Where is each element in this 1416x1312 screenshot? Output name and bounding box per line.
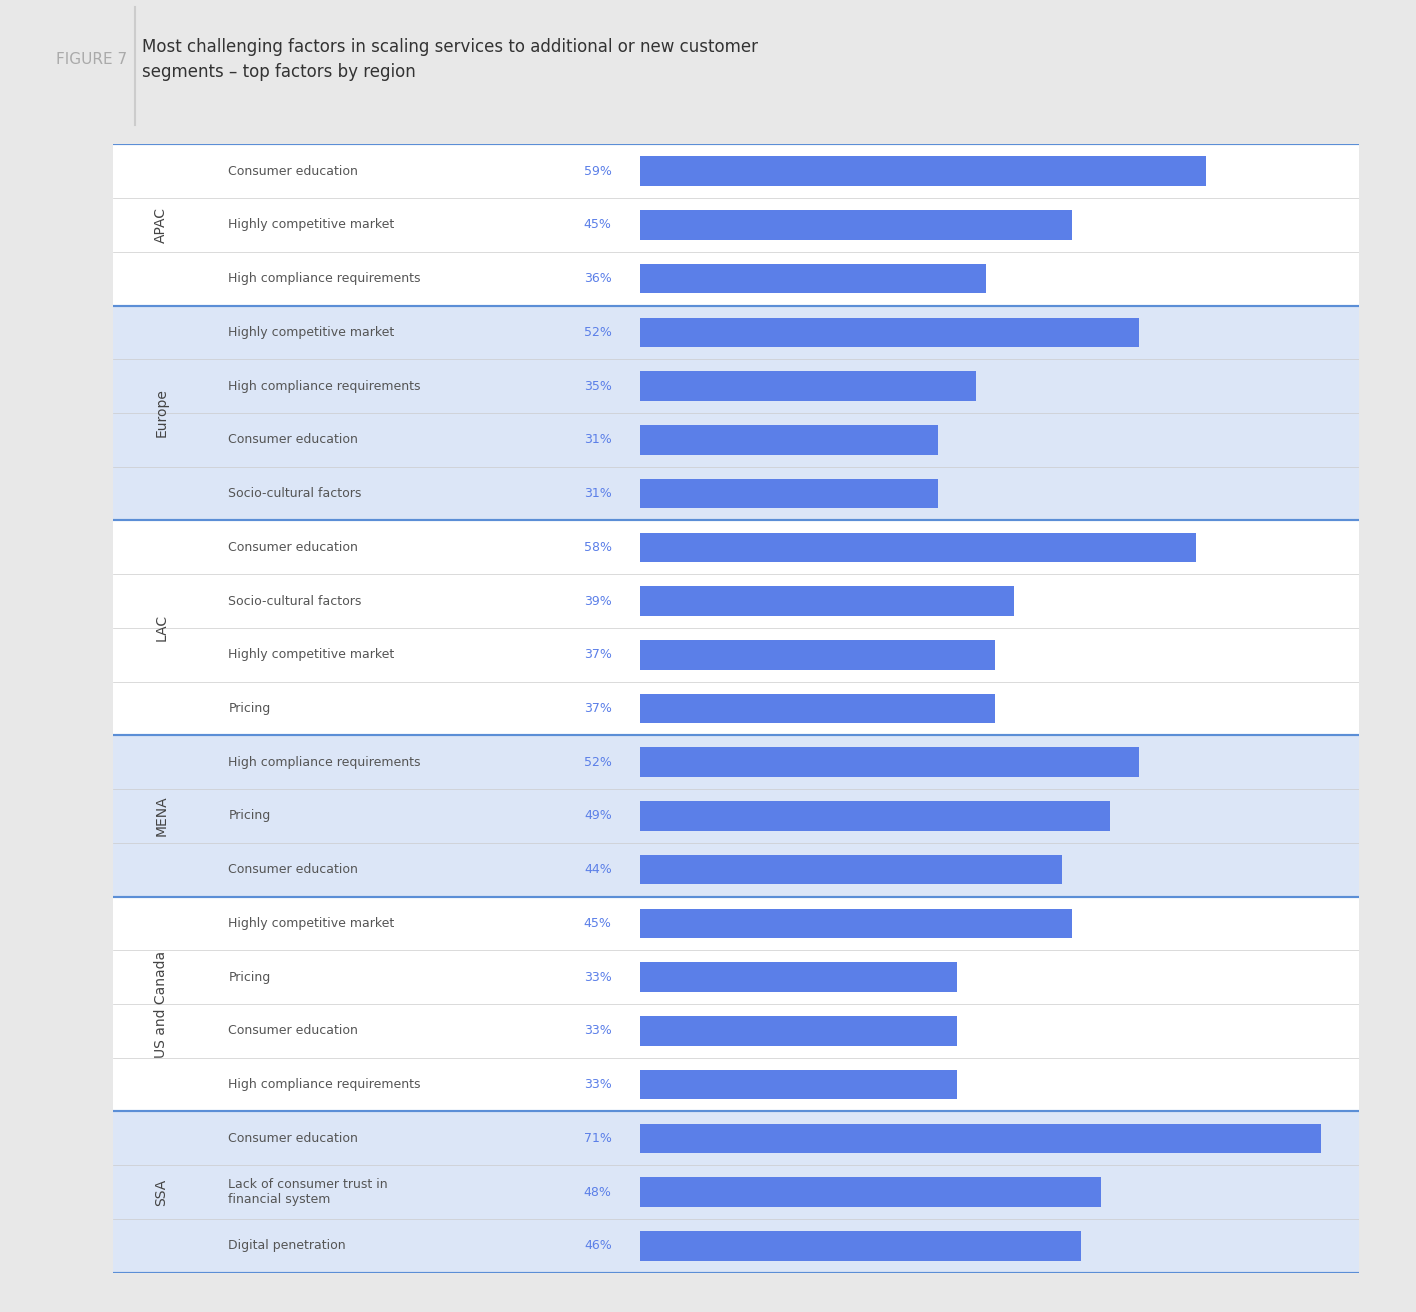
- Text: 44%: 44%: [583, 863, 612, 876]
- FancyBboxPatch shape: [640, 318, 1138, 348]
- Text: Highly competitive market: Highly competitive market: [228, 917, 395, 930]
- FancyBboxPatch shape: [113, 198, 1359, 252]
- Text: 49%: 49%: [583, 810, 612, 823]
- FancyBboxPatch shape: [640, 855, 1062, 884]
- Text: Consumer education: Consumer education: [228, 165, 358, 177]
- FancyBboxPatch shape: [640, 1177, 1100, 1207]
- FancyBboxPatch shape: [113, 1111, 1359, 1165]
- FancyBboxPatch shape: [113, 413, 1359, 467]
- Text: Pricing: Pricing: [228, 971, 270, 984]
- FancyBboxPatch shape: [640, 694, 995, 723]
- Text: LAC: LAC: [154, 614, 169, 642]
- FancyBboxPatch shape: [640, 1231, 1082, 1261]
- FancyBboxPatch shape: [113, 144, 1359, 198]
- FancyBboxPatch shape: [113, 682, 1359, 735]
- Text: 37%: 37%: [583, 648, 612, 661]
- Text: 36%: 36%: [583, 272, 612, 285]
- Text: SSA: SSA: [154, 1178, 169, 1206]
- FancyBboxPatch shape: [113, 252, 1359, 306]
- FancyBboxPatch shape: [640, 371, 976, 401]
- Text: 71%: 71%: [583, 1132, 612, 1145]
- Text: 35%: 35%: [583, 379, 612, 392]
- Text: High compliance requirements: High compliance requirements: [228, 272, 421, 285]
- Text: Digital penetration: Digital penetration: [228, 1240, 346, 1252]
- Text: 48%: 48%: [583, 1186, 612, 1199]
- FancyBboxPatch shape: [640, 479, 937, 508]
- FancyBboxPatch shape: [113, 521, 1359, 575]
- Text: Highly competitive market: Highly competitive market: [228, 648, 395, 661]
- FancyBboxPatch shape: [113, 306, 1359, 359]
- Text: MENA: MENA: [154, 795, 169, 836]
- Text: Pricing: Pricing: [228, 702, 270, 715]
- FancyBboxPatch shape: [640, 586, 1014, 615]
- Text: Europe: Europe: [154, 388, 169, 437]
- FancyBboxPatch shape: [640, 963, 957, 992]
- Text: Consumer education: Consumer education: [228, 863, 358, 876]
- Text: 45%: 45%: [583, 218, 612, 231]
- Text: Most challenging factors in scaling services to additional or new customer
segme: Most challenging factors in scaling serv…: [142, 38, 758, 80]
- Text: High compliance requirements: High compliance requirements: [228, 379, 421, 392]
- Text: Socio-cultural factors: Socio-cultural factors: [228, 594, 361, 607]
- FancyBboxPatch shape: [113, 1219, 1359, 1273]
- FancyBboxPatch shape: [640, 640, 995, 669]
- FancyBboxPatch shape: [640, 748, 1138, 777]
- Text: High compliance requirements: High compliance requirements: [228, 756, 421, 769]
- Text: Lack of consumer trust in
financial system: Lack of consumer trust in financial syst…: [228, 1178, 388, 1206]
- FancyBboxPatch shape: [113, 1165, 1359, 1219]
- FancyBboxPatch shape: [640, 156, 1206, 186]
- Text: 31%: 31%: [583, 433, 612, 446]
- FancyBboxPatch shape: [113, 359, 1359, 413]
- Text: 31%: 31%: [583, 487, 612, 500]
- FancyBboxPatch shape: [113, 628, 1359, 682]
- Text: APAC: APAC: [154, 207, 169, 243]
- Text: Highly competitive market: Highly competitive market: [228, 218, 395, 231]
- Text: 52%: 52%: [583, 325, 612, 338]
- Text: 59%: 59%: [583, 165, 612, 177]
- Text: 33%: 33%: [583, 1078, 612, 1092]
- FancyBboxPatch shape: [113, 789, 1359, 842]
- FancyBboxPatch shape: [113, 735, 1359, 789]
- Text: 39%: 39%: [583, 594, 612, 607]
- FancyBboxPatch shape: [640, 1069, 957, 1099]
- Text: Highly competitive market: Highly competitive market: [228, 325, 395, 338]
- FancyBboxPatch shape: [113, 467, 1359, 521]
- Text: 52%: 52%: [583, 756, 612, 769]
- FancyBboxPatch shape: [113, 842, 1359, 896]
- Text: Pricing: Pricing: [228, 810, 270, 823]
- Text: FIGURE 7: FIGURE 7: [57, 51, 127, 67]
- FancyBboxPatch shape: [113, 575, 1359, 628]
- FancyBboxPatch shape: [640, 533, 1197, 562]
- Text: Consumer education: Consumer education: [228, 433, 358, 446]
- Text: 37%: 37%: [583, 702, 612, 715]
- Text: 33%: 33%: [583, 971, 612, 984]
- FancyBboxPatch shape: [640, 210, 1072, 240]
- FancyBboxPatch shape: [640, 264, 986, 294]
- FancyBboxPatch shape: [113, 950, 1359, 1004]
- Text: Consumer education: Consumer education: [228, 1025, 358, 1038]
- FancyBboxPatch shape: [640, 1123, 1321, 1153]
- Text: Socio-cultural factors: Socio-cultural factors: [228, 487, 361, 500]
- FancyBboxPatch shape: [640, 909, 1072, 938]
- Text: US and Canada: US and Canada: [154, 950, 169, 1057]
- Text: Consumer education: Consumer education: [228, 541, 358, 554]
- Text: 58%: 58%: [583, 541, 612, 554]
- FancyBboxPatch shape: [640, 1015, 957, 1046]
- Text: 46%: 46%: [583, 1240, 612, 1252]
- FancyBboxPatch shape: [640, 425, 937, 454]
- Text: Consumer education: Consumer education: [228, 1132, 358, 1145]
- Text: 33%: 33%: [583, 1025, 612, 1038]
- Text: 45%: 45%: [583, 917, 612, 930]
- FancyBboxPatch shape: [113, 896, 1359, 950]
- FancyBboxPatch shape: [113, 1004, 1359, 1057]
- FancyBboxPatch shape: [113, 1057, 1359, 1111]
- FancyBboxPatch shape: [640, 802, 1110, 830]
- Text: High compliance requirements: High compliance requirements: [228, 1078, 421, 1092]
